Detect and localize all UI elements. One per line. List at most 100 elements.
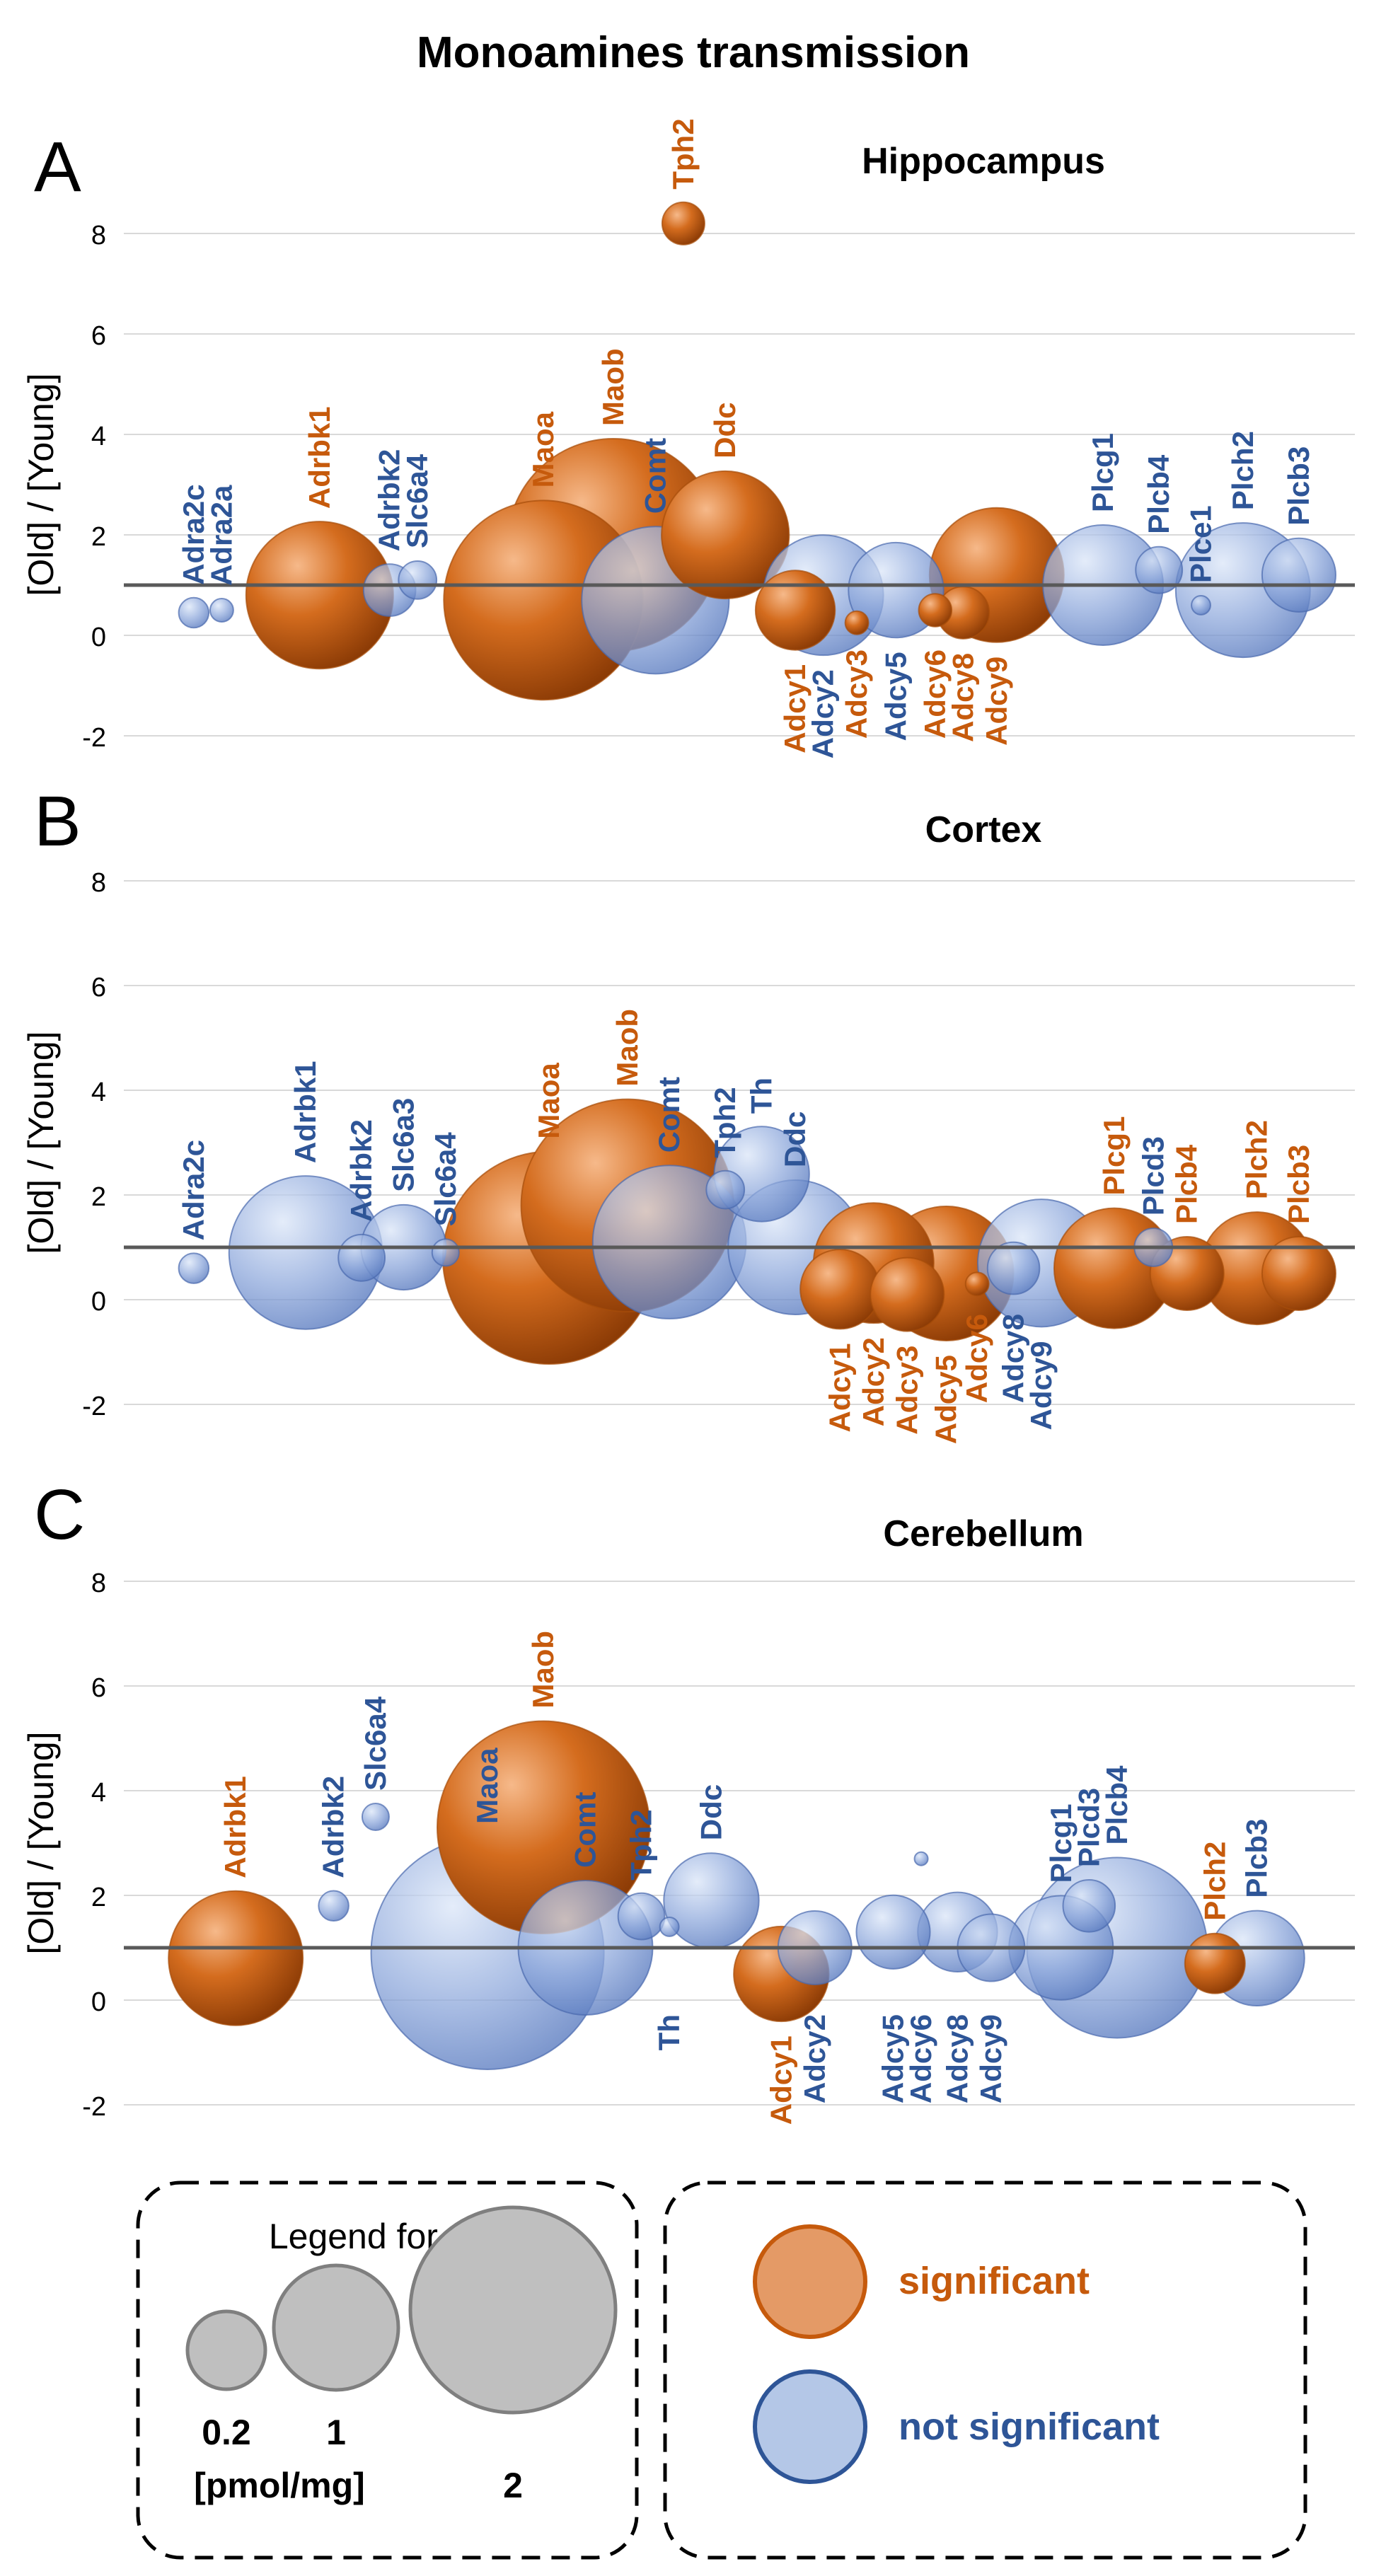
gene-label-ddc: Ddc: [694, 1784, 727, 1840]
legend-significant-label: significant: [899, 2260, 1090, 2302]
y-axis-label: [Old] / [Young]: [21, 1731, 61, 1954]
gene-label-slc6a4: Slc6a4: [429, 1132, 462, 1227]
gene-label-plcg1: Plcg1: [1097, 1116, 1131, 1196]
legend-size-label-1: 1: [326, 2413, 346, 2452]
bubble-tph2: [617, 1892, 666, 1941]
gene-label-adra2c: Adra2c: [177, 484, 210, 584]
y-tick-label: -2: [82, 2092, 106, 2122]
bubble-plch2: [1184, 1932, 1246, 1994]
y-tick-label: 8: [91, 868, 106, 898]
gene-label-comt: Comt: [638, 438, 671, 514]
gene-label-tph2: Tph2: [625, 1809, 658, 1880]
bubble-adra2c: [178, 1252, 210, 1284]
gene-label-plcb4: Plcb4: [1170, 1144, 1203, 1224]
bubble-adcy8: [986, 1241, 1041, 1295]
gene-label-adcy2: Adcy2: [807, 669, 840, 758]
bubble-slc6a4: [398, 560, 438, 600]
size-legend: Legend for A-C 0.2 1 2 [pmol/mg]: [136, 2181, 639, 2560]
y-axis-label: [Old] / [Young]: [21, 1031, 61, 1254]
gene-label-plcd3: Plcd3: [1136, 1136, 1170, 1215]
y-tick-label: 6: [91, 321, 106, 351]
panel-title: Cortex: [925, 809, 1042, 850]
legend-significant-swatch: [753, 2224, 867, 2339]
y-tick-label: 4: [91, 1778, 106, 1808]
gene-label-maoa: Maoa: [532, 1063, 565, 1139]
bubble-slc6a4: [361, 1803, 390, 1831]
size-legend-box: [136, 2181, 639, 2560]
panel-letter: C: [34, 1475, 85, 1554]
bubble-slc6a4: [431, 1238, 460, 1267]
gene-label-adra2c: Adra2c: [177, 1140, 210, 1240]
bubble-plcb3: [1261, 537, 1336, 613]
legend-size-large: [408, 2205, 618, 2415]
bubble-adcy3: [844, 610, 870, 635]
y-tick-label: -2: [82, 1392, 106, 1421]
bubble-adcy6: [913, 1851, 929, 1866]
color-legend: significant not significant: [663, 2181, 1307, 2560]
gene-label-plce1: Plce1: [1184, 505, 1218, 583]
y-axis-label: [Old] / [Young]: [21, 373, 61, 596]
gene-label-plcd3: Plcd3: [1072, 1788, 1105, 1867]
gene-label-slc6a3: Slc6a3: [386, 1098, 420, 1192]
y-tick-label: 8: [91, 1569, 106, 1598]
gene-label-maob: Maob: [596, 348, 630, 426]
y-tick-label: 8: [91, 221, 106, 250]
chart-panel-c: C Cerebellum -2 0 2 4 6 8 [Old] / [Young] Adrbk1 A…: [21, 1475, 1355, 2125]
gene-label-ddc: Ddc: [778, 1111, 812, 1167]
bubble-plcb4: [1135, 545, 1184, 594]
gene-label-adcy6: Adcy6: [960, 1314, 993, 1403]
gene-label-adcy1: Adcy1: [778, 664, 812, 753]
gene-label-adrbk1: Adrbk1: [289, 1061, 322, 1163]
y-tick-label: 6: [91, 1673, 106, 1703]
gene-label-maoa: Maoa: [526, 411, 560, 487]
gene-label-plch2: Plch2: [1198, 1842, 1231, 1921]
gene-label-plcb3: Plcb3: [1282, 446, 1315, 526]
gene-label-adcy9: Adcy9: [1024, 1341, 1058, 1430]
bubble-tph2: [705, 1169, 746, 1210]
gene-label-adcy5: Adcy5: [879, 652, 912, 741]
y-tick-label: 0: [91, 623, 106, 652]
gene-label-adrbk2: Adrbk2: [317, 1776, 350, 1878]
gene-label-comt: Comt: [652, 1077, 686, 1153]
y-tick-label: 4: [91, 1078, 106, 1107]
gene-label-maoa: Maoa: [470, 1748, 504, 1824]
legend-size-small: [185, 2309, 267, 2391]
gene-label-adcy3: Adcy3: [840, 649, 873, 739]
legend-not-significant-label: not significant: [899, 2405, 1160, 2448]
gene-label-adcy1: Adcy1: [823, 1343, 856, 1432]
panel-title: Cerebellum: [883, 1513, 1083, 1554]
gene-label-maob: Maob: [526, 1631, 560, 1709]
bubble-plce1: [1191, 594, 1211, 616]
gene-label-plcg1: Plcg1: [1044, 1803, 1078, 1883]
gene-label-tph2: Tph2: [708, 1087, 741, 1157]
legend-size-label-0: 0.2: [202, 2413, 251, 2452]
bubble-adcy5: [855, 1894, 931, 1970]
bubble-adcy6: [964, 1271, 990, 1297]
bubble-adcy1: [754, 570, 836, 651]
y-tick-label: 6: [91, 973, 106, 1003]
gene-label-th: Th: [745, 1078, 778, 1114]
figure-title: Monoamines transmission: [417, 28, 970, 77]
gene-label-adra2a: Adra2a: [204, 485, 238, 586]
bubble-ddc: [661, 470, 790, 600]
bubble-plcd3: [1062, 1879, 1116, 1933]
gene-label-slc6a4: Slc6a4: [359, 1696, 392, 1791]
y-tick-label: -2: [82, 723, 106, 753]
gene-label-adrbk2: Adrbk2: [373, 449, 406, 552]
gene-label-adrbk1: Adrbk1: [303, 406, 336, 509]
y-tick-label: 0: [91, 1987, 106, 2017]
gene-label-adcy3: Adcy3: [890, 1346, 923, 1435]
gene-label-ddc: Ddc: [708, 403, 741, 458]
gene-label-plcb3: Plcb3: [1240, 1819, 1274, 1898]
color-legend-box: [663, 2181, 1307, 2560]
gene-label-adcy2: Adcy2: [857, 1337, 890, 1426]
gene-label-plch2: Plch2: [1240, 1120, 1274, 1199]
gene-label-maob: Maob: [611, 1009, 644, 1087]
chart-panel-b: B Cortex -2 0 2 4 6 8 [Old] / [Young] Adra2c Adrbk…: [21, 782, 1355, 1444]
gene-label-adrbk1: Adrbk1: [219, 1776, 252, 1878]
bubbles: [168, 1720, 1305, 2070]
bubble-tph2: [661, 201, 705, 246]
legend-size-medium: [272, 2263, 400, 2392]
gene-label-adcy2: Adcy2: [798, 2014, 831, 2103]
